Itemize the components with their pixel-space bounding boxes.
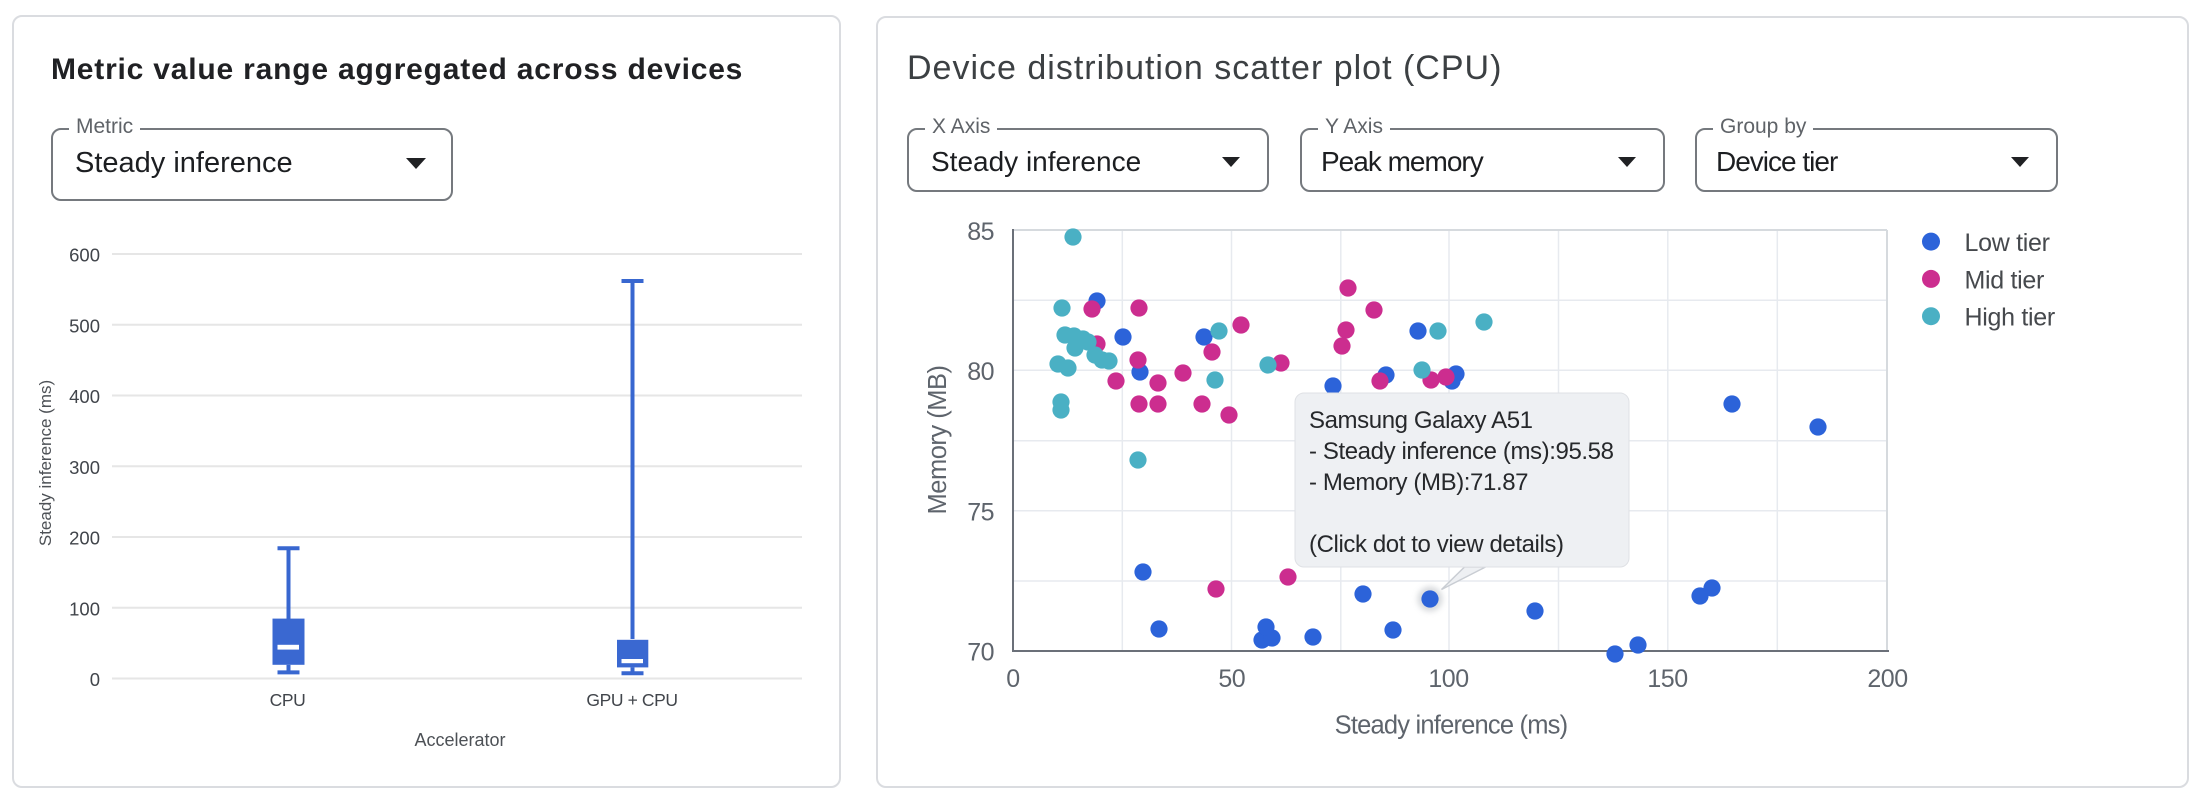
svg-text:Steady inference (ms): Steady inference (ms) bbox=[1335, 712, 1568, 740]
svg-text:Memory (MB): Memory (MB) bbox=[924, 366, 952, 515]
svg-text:85: 85 bbox=[967, 218, 994, 246]
svg-text:200: 200 bbox=[1867, 665, 1907, 693]
svg-text:- Memory (MB):71.87: - Memory (MB):71.87 bbox=[1309, 469, 1528, 496]
svg-text:High tier: High tier bbox=[1965, 304, 2055, 332]
svg-text:80: 80 bbox=[967, 358, 994, 386]
svg-text:Mid tier: Mid tier bbox=[1965, 266, 2045, 294]
svg-text:CPU: CPU bbox=[270, 690, 306, 710]
svg-text:Accelerator: Accelerator bbox=[414, 730, 505, 750]
svg-text:70: 70 bbox=[967, 639, 994, 667]
svg-text:150: 150 bbox=[1647, 665, 1687, 693]
svg-text:Low tier: Low tier bbox=[1965, 229, 2050, 257]
svg-text:300: 300 bbox=[69, 457, 100, 478]
svg-text:- Steady inference (ms):95.58: - Steady inference (ms):95.58 bbox=[1309, 438, 1614, 465]
svg-text:600: 600 bbox=[69, 245, 100, 266]
svg-text:100: 100 bbox=[69, 598, 100, 619]
svg-text:75: 75 bbox=[967, 499, 994, 527]
svg-text:400: 400 bbox=[69, 386, 100, 407]
svg-text:(Click dot to view details): (Click dot to view details) bbox=[1309, 531, 1564, 558]
svg-text:0: 0 bbox=[1006, 665, 1019, 693]
svg-text:GPU + CPU: GPU + CPU bbox=[586, 690, 677, 710]
svg-text:50: 50 bbox=[1218, 665, 1245, 693]
svg-text:100: 100 bbox=[1428, 665, 1468, 693]
svg-text:200: 200 bbox=[69, 528, 100, 549]
svg-text:Steady inference (ms): Steady inference (ms) bbox=[36, 380, 55, 546]
svg-text:500: 500 bbox=[69, 315, 100, 336]
svg-text:Samsung Galaxy A51: Samsung Galaxy A51 bbox=[1309, 407, 1533, 434]
svg-text:0: 0 bbox=[90, 669, 100, 690]
